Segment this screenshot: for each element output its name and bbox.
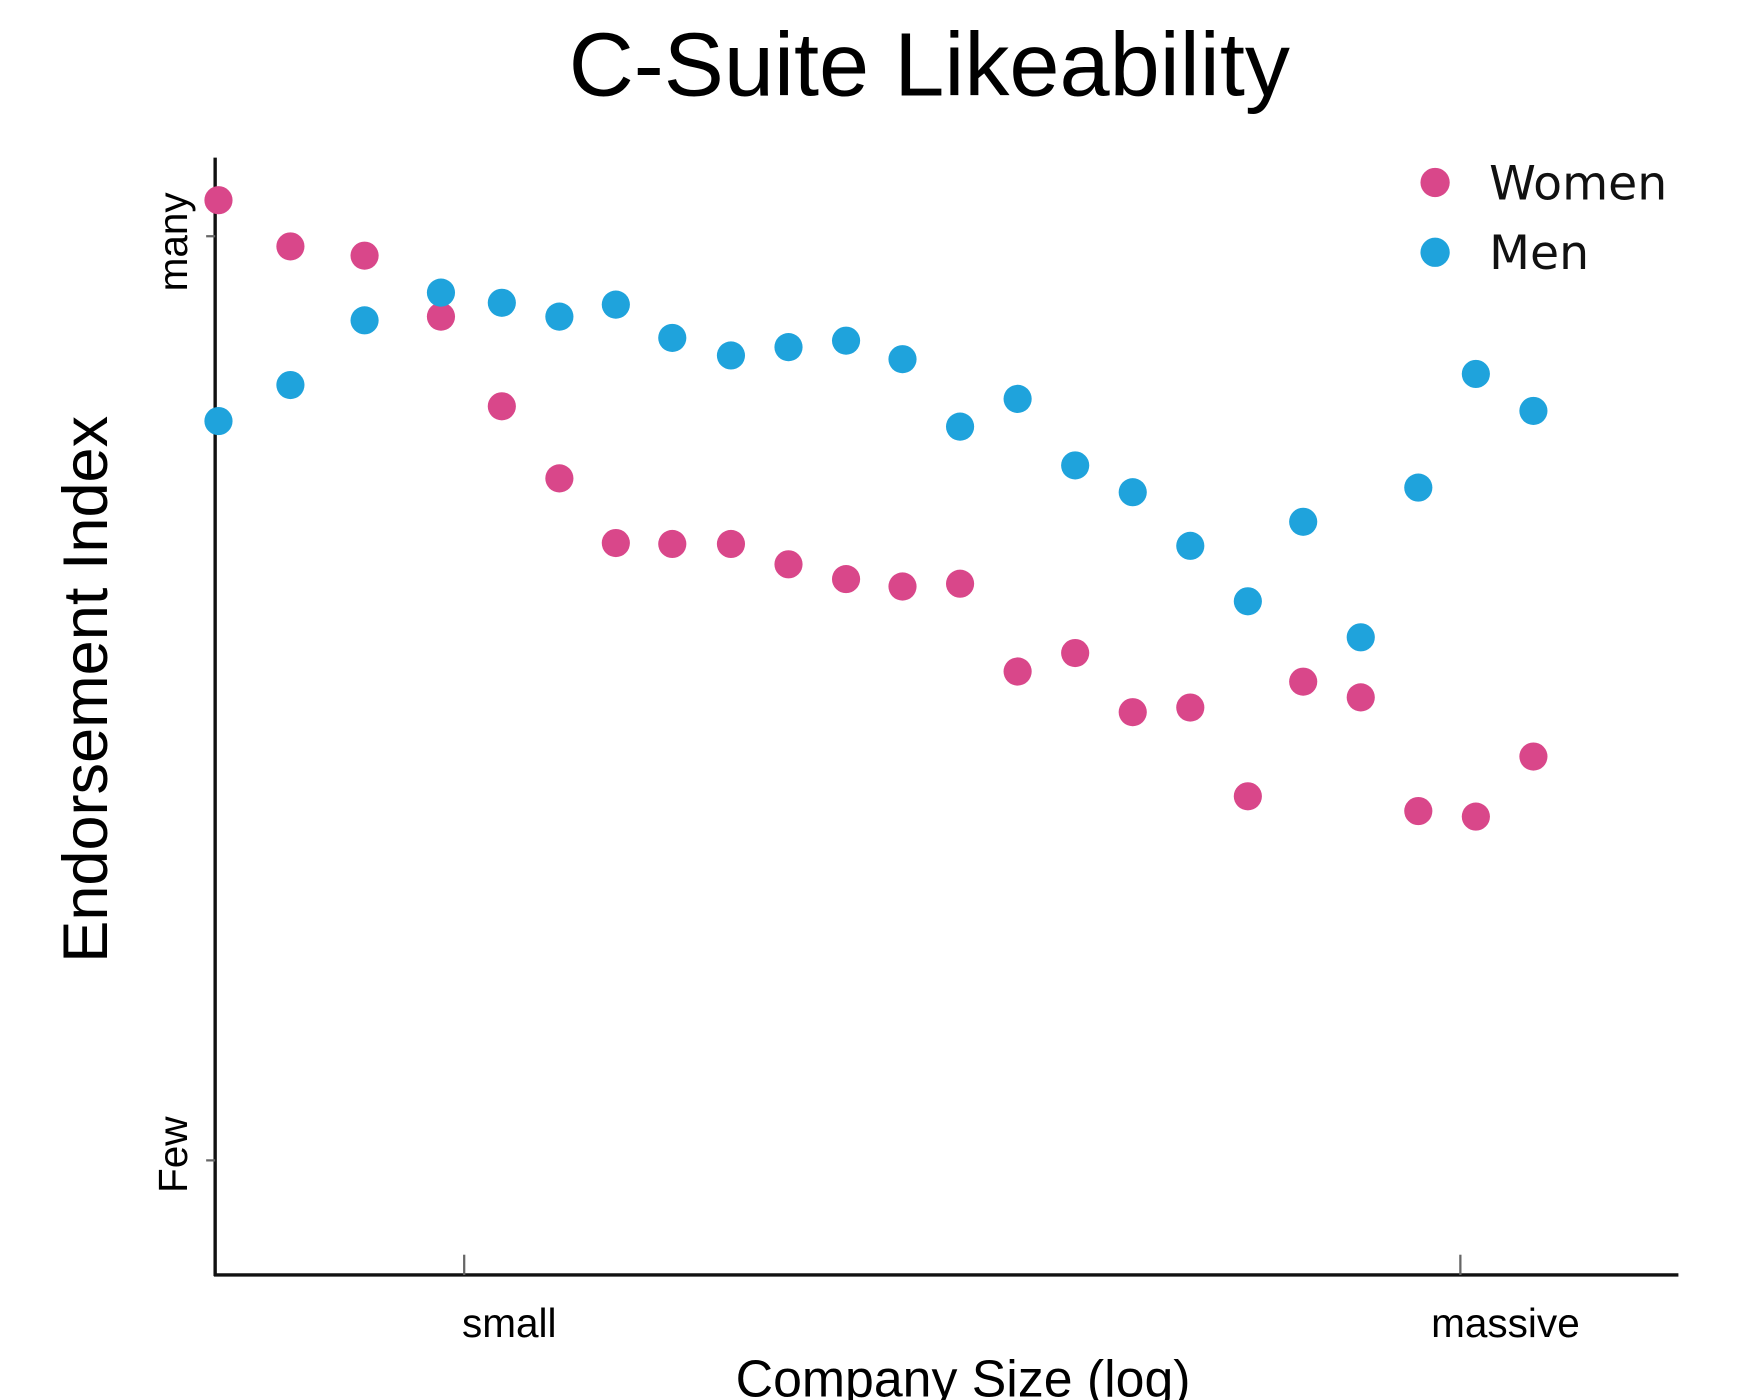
point-women [1061, 638, 1090, 668]
x-tick-label: small [462, 1300, 557, 1346]
point-men [831, 326, 861, 355]
point-women [831, 565, 861, 594]
point-men [658, 323, 687, 352]
point-women [426, 302, 456, 331]
point-women [601, 528, 630, 558]
point-women [1003, 657, 1032, 686]
legend-marker [1420, 237, 1450, 267]
point-women [545, 464, 574, 493]
point-women [716, 529, 746, 559]
point-men [1233, 587, 1262, 616]
point-men [774, 333, 803, 362]
y-tick-label: Few [150, 1116, 196, 1193]
point-women [350, 241, 379, 270]
point-women [1404, 796, 1433, 826]
point-women [204, 186, 233, 215]
point-men [426, 278, 456, 307]
point-men [1003, 384, 1032, 413]
point-men [888, 345, 917, 374]
point-men [350, 306, 379, 335]
point-men [1176, 531, 1205, 560]
legend-label: Women [1489, 156, 1667, 211]
point-men [276, 370, 305, 400]
point-men [1061, 451, 1090, 480]
point-men [1346, 623, 1375, 652]
point-men [716, 341, 746, 370]
point-women [276, 232, 305, 261]
point-men [204, 406, 233, 436]
chart-title: C-Suite Likeability [569, 15, 1290, 116]
point-men [601, 290, 630, 319]
point-women [487, 392, 516, 421]
point-women [1461, 802, 1490, 831]
point-men [487, 288, 516, 317]
point-men [1404, 473, 1433, 502]
point-women [1519, 742, 1548, 771]
x-axis-label: Company Size (log) [736, 1350, 1191, 1400]
legend: Women Men [1420, 156, 1667, 281]
legend-label: Men [1489, 226, 1589, 281]
point-women [1346, 683, 1375, 712]
y-axis-label: Endorsement Index [51, 416, 121, 963]
point-men [1519, 396, 1548, 425]
point-women [1233, 782, 1262, 811]
legend-marker [1420, 167, 1450, 198]
point-women [1118, 698, 1147, 727]
point-women [1176, 693, 1205, 722]
point-women [945, 569, 975, 598]
point-women [1289, 667, 1318, 696]
point-men [545, 302, 574, 331]
point-men [1461, 359, 1490, 389]
point-women [888, 572, 917, 601]
y-tick-label: many [150, 192, 196, 292]
x-tick-label: massive [1431, 1300, 1580, 1346]
point-men [1289, 507, 1318, 536]
point-men [1118, 478, 1147, 507]
point-men [945, 412, 975, 441]
point-women [658, 529, 687, 559]
point-women [774, 550, 803, 579]
